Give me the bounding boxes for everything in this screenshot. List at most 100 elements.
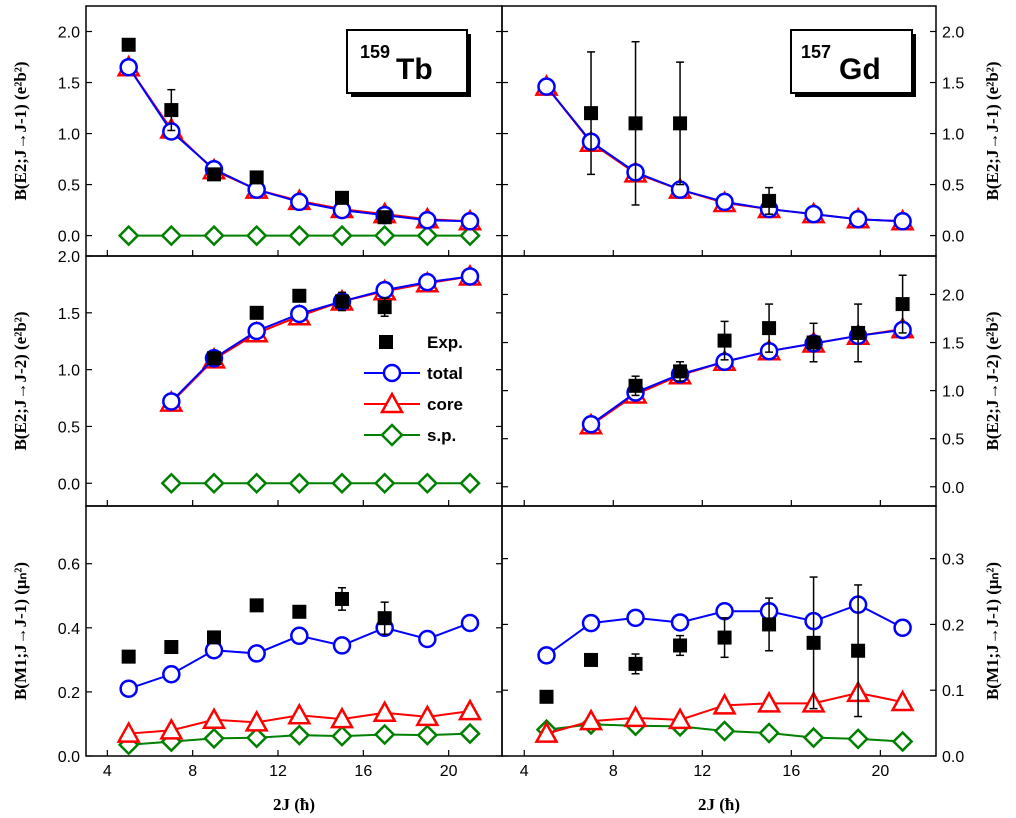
- tb-label-box: 159 Tb: [346, 29, 471, 97]
- point-exp: [717, 630, 732, 645]
- point-total: [537, 646, 556, 665]
- y-tick-label: 0.0: [942, 480, 964, 497]
- point-total: [290, 626, 309, 646]
- point-sp: [331, 725, 353, 747]
- point-core: [201, 707, 227, 730]
- y-tick-label: 2.0: [942, 287, 964, 304]
- point-exp: [584, 106, 599, 121]
- legend-exp-marker: [379, 335, 393, 349]
- point-total: [119, 57, 138, 77]
- point-exp: [806, 635, 821, 650]
- point-sp: [713, 720, 736, 742]
- point-core: [244, 709, 269, 732]
- point-exp: [851, 643, 866, 658]
- point-total: [162, 665, 181, 684]
- x-tick-label: 20: [440, 763, 458, 780]
- y-tick-label: 0.5: [58, 178, 80, 195]
- y-tick-label: 0.3: [942, 552, 964, 569]
- panel-tb-e2-j1: 0.0 0.5 1.0 1.5 2.0 B(E2;J→J-1) (e²b²): [11, 5, 503, 257]
- y-tick-label: 0.5: [942, 178, 964, 195]
- legend-total-label: total: [427, 364, 463, 383]
- point-sp: [416, 472, 439, 495]
- point-total: [247, 321, 266, 341]
- x-tick-label: 8: [188, 763, 197, 780]
- point-total: [418, 629, 437, 649]
- point-core: [667, 707, 693, 730]
- gd-symbol: Gd: [839, 53, 881, 86]
- point-total: [460, 212, 480, 231]
- point-sp: [802, 726, 825, 749]
- tb-symbol: Tb: [396, 53, 433, 86]
- point-total: [290, 304, 309, 324]
- x-tick-label: 4: [103, 763, 112, 780]
- y-tick-label: 0.2: [942, 617, 964, 634]
- point-exp: [164, 103, 179, 118]
- point-sp: [288, 224, 311, 247]
- point-sp: [245, 472, 268, 495]
- point-exp: [717, 333, 732, 348]
- panel-frame: [501, 255, 937, 507]
- point-exp: [673, 116, 688, 131]
- y-tick-label: 0.6: [58, 557, 80, 574]
- x-axis-title: 2J (ħ): [273, 795, 315, 814]
- legend-item-core: core: [364, 391, 463, 414]
- point-total: [804, 204, 823, 224]
- y-tick-label: 1.5: [942, 336, 964, 353]
- point-sp: [891, 730, 914, 753]
- point-sp: [416, 724, 439, 746]
- point-exp: [121, 37, 136, 52]
- legend-exp-label: Exp.: [427, 333, 463, 352]
- panels-group: 0.0 0.5 1.0 1.5 2.0 B(E2;J→J-1) (e²b²) 0.0 0.5 1…: [11, 5, 1002, 814]
- point-sp: [416, 224, 439, 247]
- point-exp: [762, 193, 777, 208]
- panel-gd-m1: 0.0 0.1 0.2 0.3 4 8 12 16 20 2J (ħ) B(M1;J→J-1) (μ…: [501, 505, 1002, 814]
- point-total: [537, 77, 556, 96]
- legend-sp-marker: [380, 423, 404, 447]
- series-line-core: [170, 275, 471, 404]
- point-core: [534, 721, 559, 743]
- point-sp: [847, 728, 869, 750]
- x-tick-label: 4: [520, 763, 529, 780]
- point-exp: [377, 210, 392, 225]
- point-total: [460, 267, 480, 286]
- point-exp: [539, 689, 554, 704]
- point-exp: [335, 294, 349, 309]
- y-tick-label: 0.0: [58, 749, 80, 766]
- point-total: [715, 192, 734, 212]
- y-tick-label: 0.4: [58, 621, 80, 638]
- point-sp: [160, 224, 183, 247]
- y-tick-label: 1.0: [58, 363, 80, 380]
- point-sp: [459, 224, 481, 247]
- point-total: [893, 618, 912, 637]
- point-exp: [207, 351, 221, 366]
- y-tick-label: 0.5: [942, 432, 964, 449]
- point-sp: [203, 727, 225, 750]
- series-line-total: [170, 275, 471, 403]
- legend-sp-label: s.p.: [427, 426, 456, 445]
- point-exp: [121, 649, 136, 664]
- point-total: [418, 272, 437, 292]
- point-sp: [160, 472, 183, 495]
- point-sp: [373, 224, 396, 247]
- point-exp: [249, 598, 264, 613]
- x-tick-label: 8: [609, 763, 618, 780]
- point-total: [290, 192, 309, 212]
- point-total: [670, 613, 690, 632]
- panel-gd-e2-j2: 0.0 0.5 1.0 1.5 2.0 B(E2;J→J-2) (e²b²): [501, 255, 1002, 507]
- panel-frame: [501, 505, 937, 757]
- y-tick-label: 0.0: [58, 476, 80, 493]
- point-sp: [373, 472, 396, 495]
- point-sp: [459, 472, 481, 495]
- point-core: [159, 717, 184, 740]
- x-tick-label: 12: [693, 763, 711, 780]
- point-total: [332, 636, 352, 655]
- y-axis-title: B(E2;J→J-2) (e²b²): [11, 311, 30, 450]
- y-tick-label: 1.0: [942, 127, 964, 144]
- x-tick-label: 16: [782, 763, 800, 780]
- point-core: [116, 720, 141, 743]
- gd-label-box: 157 Gd: [790, 29, 916, 97]
- point-exp: [851, 325, 866, 340]
- point-total: [581, 613, 601, 633]
- point-core: [623, 705, 648, 728]
